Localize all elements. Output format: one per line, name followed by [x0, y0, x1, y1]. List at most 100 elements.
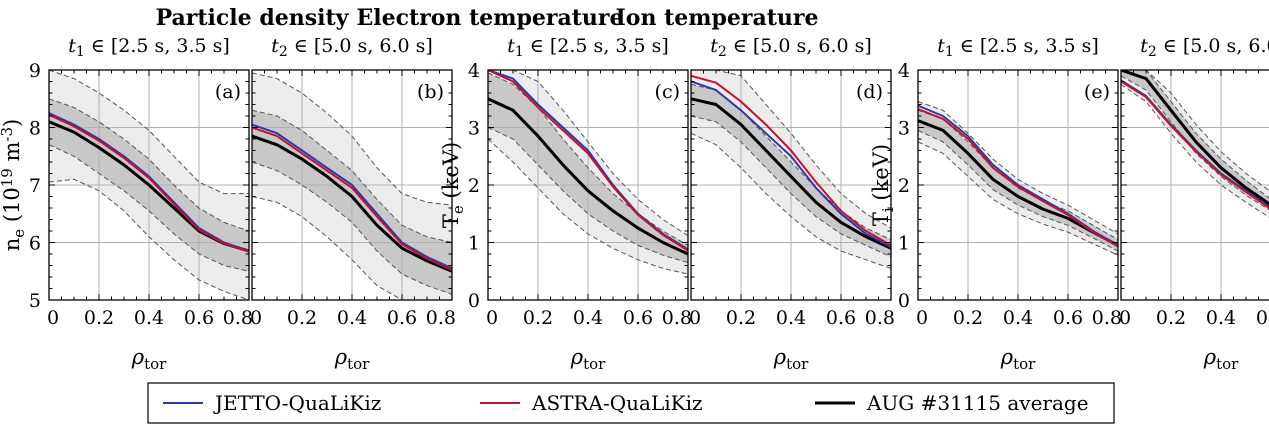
band-edge-line — [49, 178, 249, 300]
y-axis-label: Ti​ (keV) — [869, 144, 897, 226]
panel-subtitle: t2 ∈ [5.0 s, 6.0 s] — [710, 35, 872, 60]
panel-label: (b) — [417, 81, 444, 103]
x-tick-label: 0 — [916, 307, 928, 329]
panel-label: (c) — [655, 81, 680, 103]
band-edge-line — [488, 127, 688, 264]
x-tick-label: 0.8 — [426, 307, 456, 329]
panel-label: (a) — [215, 81, 241, 103]
y-tick-label: 8 — [29, 118, 41, 140]
band-edge-line — [691, 70, 891, 229]
band-edge-line — [252, 109, 452, 243]
y-tick-label: 9 — [29, 60, 41, 82]
x-axis-label: ρtor — [1000, 345, 1036, 373]
band-edge-line — [918, 101, 1118, 235]
series-line-0 — [691, 80, 891, 248]
panel-subtitle: t1 ∈ [2.5 s, 3.5 s] — [507, 35, 669, 60]
x-tick-label: 0.2 — [523, 307, 553, 329]
band-edge-line — [918, 141, 1118, 256]
y-tick-label: 1 — [898, 233, 910, 255]
x-tick-label: 0.6 — [1053, 307, 1083, 329]
x-tick-label: 0.6 — [387, 307, 417, 329]
band-edge-line — [691, 132, 891, 269]
y-axis-label: ne​ (1019​ m-3​) — [0, 119, 28, 252]
x-tick-label: 0.4 — [573, 307, 603, 329]
legend-item: AUG #31115 average — [815, 391, 1089, 415]
series-line-2 — [488, 97, 688, 256]
x-tick-label: 0.6 — [184, 307, 214, 329]
legend-item: ASTRA-QuaLiKiz — [480, 391, 703, 415]
x-tick-label: 0.2 — [84, 307, 114, 329]
x-tick-label: 0.8 — [662, 307, 692, 329]
x-tick-label: 0 — [1119, 307, 1131, 329]
legend-label: AUG #31115 average — [866, 391, 1089, 415]
band-edge-line — [49, 144, 249, 272]
panel-a: t1 ∈ [2.5 s, 3.5 s] (a) 0 0.2 0.4 0.6 0.8 ρtor 5… — [0, 35, 253, 373]
series-line-1 — [1121, 80, 1269, 209]
x-tick-label: 0.8 — [223, 307, 253, 329]
x-tick-label: 0.4 — [337, 307, 367, 329]
y-tick-label: 0 — [468, 290, 480, 312]
x-tick-label: 0.2 — [1156, 307, 1186, 329]
band-edge-line — [252, 72, 452, 206]
band-edge-line — [1121, 75, 1269, 211]
x-axis-label: ρtor — [334, 345, 370, 373]
y-tick-label: 3 — [898, 118, 910, 140]
series-line-2 — [1121, 70, 1269, 206]
band-edge-line — [252, 196, 452, 300]
x-tick-label: 0 — [250, 307, 262, 329]
series-line-1 — [252, 126, 452, 272]
panel-label: (e) — [1084, 81, 1110, 103]
band-edge-line — [691, 115, 891, 258]
series-line-0 — [49, 112, 249, 253]
x-axis-label: ρtor — [1203, 345, 1239, 373]
x-tick-label: 0 — [47, 307, 59, 329]
series-line-2 — [691, 97, 891, 250]
y-tick-label: 6 — [29, 233, 41, 255]
band-edge-line — [49, 98, 249, 232]
series-line-1 — [488, 70, 688, 252]
panel-b: t2 ∈ [5.0 s, 6.0 s] (b) 0 0.2 0.4 0.6 0.8 ρtor — [250, 35, 456, 373]
group-title: Particle density — [156, 5, 350, 31]
x-tick-label: 0 — [689, 307, 701, 329]
band-edge-line — [488, 72, 688, 246]
band-edge-line — [49, 70, 249, 195]
x-tick-label: 0.2 — [287, 307, 317, 329]
x-tick-label: 0.6 — [826, 307, 856, 329]
x-tick-label: 0.2 — [953, 307, 983, 329]
legend-label: ASTRA-QuaLiKiz — [531, 391, 703, 415]
x-tick-label: 0 — [486, 307, 498, 329]
y-tick-label: 4 — [468, 60, 480, 82]
panel-subtitle: t2 ∈ [5.0 s, 6.0 s] — [271, 35, 433, 60]
x-tick-label: 0.6 — [1256, 307, 1269, 329]
y-tick-label: 1 — [468, 233, 480, 255]
panel-subtitle: t1 ∈ [2.5 s, 3.5 s] — [937, 35, 1099, 60]
group-title: Electron temperature — [356, 5, 623, 31]
band-edge-line — [1121, 83, 1269, 218]
legend: JETTO-QuaLiKiz ASTRA-QuaLiKiz AUG #31115 a… — [147, 382, 1115, 424]
x-tick-label: 0.8 — [1092, 307, 1122, 329]
x-tick-label: 0.6 — [623, 307, 653, 329]
group-title: Ion temperature — [615, 5, 818, 31]
series-line-1 — [918, 108, 1118, 248]
x-tick-label: 0.4 — [134, 307, 164, 329]
x-tick-label: 0.4 — [1206, 307, 1236, 329]
series-line-0 — [252, 123, 452, 270]
panel-e: t1 ∈ [2.5 s, 3.5 s] (e) 0 0.2 0.4 0.6 0.8 ρtor 0… — [869, 35, 1122, 373]
x-axis-label: ρtor — [131, 345, 167, 373]
y-tick-label: 2 — [898, 175, 910, 197]
band-edge-line — [252, 161, 452, 295]
panel-c: t1 ∈ [2.5 s, 3.5 s] (c) 0 0.2 0.4 0.6 0.8 ρtor 0… — [439, 35, 692, 373]
panel-subtitle: t2 ∈ [5.0 s, 6.0 s] — [1140, 35, 1269, 60]
band-edge-line — [488, 70, 688, 237]
y-tick-label: 4 — [898, 60, 910, 82]
legend-label: JETTO-QuaLiKiz — [213, 391, 381, 415]
band-edge-line — [488, 138, 688, 275]
x-tick-label: 0.8 — [865, 307, 895, 329]
x-tick-label: 0.2 — [726, 307, 756, 329]
panel-label: (d) — [856, 81, 883, 103]
y-tick-label: 5 — [29, 290, 41, 312]
series-line-2 — [252, 134, 452, 273]
x-tick-label: 0.4 — [776, 307, 806, 329]
